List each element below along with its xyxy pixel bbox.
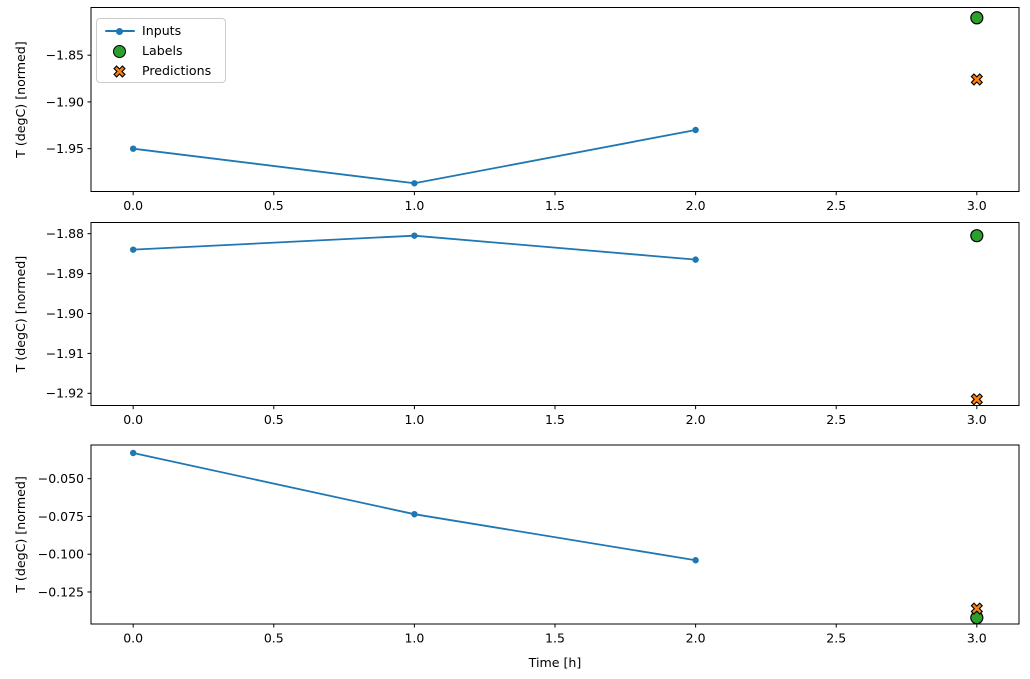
legend-item-inputs: Inputs (97, 21, 225, 41)
inputs-point-marker (129, 246, 137, 253)
y-tick-label: −1.90 (46, 306, 84, 321)
labels-marker (970, 11, 984, 25)
x-tick-label: 0.0 (123, 412, 143, 427)
axes-spines (90, 222, 1020, 407)
x-tick-label: 2.0 (686, 631, 706, 646)
y-tick-label: −0.075 (38, 509, 84, 524)
legend-label-labels: Labels (142, 43, 183, 58)
y-axis-label: T (degC) [normed] (13, 476, 28, 594)
legend: Inputs Labels Predictions (96, 18, 226, 83)
axes-spines (90, 7, 1020, 193)
x-tick-label: 0.5 (264, 198, 284, 213)
inputs-line-icon (97, 27, 142, 35)
inputs-line (133, 234, 696, 261)
y-tick-label: −1.95 (46, 141, 84, 156)
y-tick-label: −1.89 (46, 266, 84, 281)
plot-area (129, 11, 984, 187)
x-tick-label: 1.0 (404, 412, 424, 427)
legend-item-predictions: Predictions (97, 61, 225, 81)
inputs-point-marker (411, 180, 418, 187)
x-tick-label: 0.5 (264, 631, 284, 646)
y-tick-label: −1.91 (46, 346, 84, 361)
y-tick-label: −1.90 (46, 94, 84, 109)
legend-label-inputs: Inputs (142, 23, 182, 38)
y-tick-label: −0.100 (38, 547, 84, 562)
x-tick-label: 2.5 (826, 198, 846, 213)
x-tick-label: 2.0 (686, 412, 706, 427)
y-tick-label: −0.050 (38, 471, 84, 486)
legend-item-labels: Labels (97, 41, 225, 61)
axes-spines (90, 444, 1020, 625)
inputs-point-marker (129, 145, 137, 152)
x-tick-label: 0.5 (264, 412, 284, 427)
predictions-x-icon (97, 64, 142, 79)
x-tick-label: 1.0 (404, 631, 424, 646)
inputs-point-marker (692, 557, 699, 564)
subplot-1: 0.0 0.5 1.0 1.5 2.0 2.5 3.0 −1.85 −1.90 −1.95 T (d… (13, 7, 1020, 213)
inputs-point-marker (411, 510, 418, 518)
inputs-point-marker (692, 126, 699, 134)
y-axis-label: T (degC) [normed] (13, 41, 28, 159)
subplot-3: 0.0 0.5 1.0 1.5 2.0 2.5 3.0 −0.050 −0.075 −0.100 −… (13, 444, 1020, 646)
x-tick-label: 0.0 (123, 631, 143, 646)
x-tick-label: 2.5 (826, 631, 846, 646)
inputs-line (133, 129, 696, 185)
inputs-point-marker (692, 256, 699, 263)
x-tick-label: 1.0 (404, 198, 424, 213)
legend-label-predictions: Predictions (142, 63, 212, 78)
x-axis-label: Time [h] (528, 655, 582, 670)
predictions-marker (970, 393, 984, 406)
x-tick-label: 1.5 (545, 412, 565, 427)
y-tick-label: −1.85 (46, 48, 84, 63)
subplot-2: 0.0 0.5 1.0 1.5 2.0 2.5 3.0 −1.88 −1.89 −1.90 −1.9… (13, 222, 1020, 427)
inputs-point-marker (129, 449, 137, 457)
x-tick-label: 3.0 (967, 412, 987, 427)
y-tick-label: −0.125 (38, 584, 84, 599)
x-tick-label: 3.0 (967, 631, 987, 646)
plot-area (129, 449, 984, 625)
x-tick-label: 1.5 (545, 631, 565, 646)
y-tick-label: −1.88 (46, 226, 84, 241)
predictions-marker (970, 602, 984, 615)
x-tick-label: 1.5 (545, 198, 565, 213)
x-marker-glyph (113, 64, 126, 78)
y-tick-label: −1.92 (46, 386, 84, 401)
x-tick-label: 2.5 (826, 412, 846, 427)
inputs-point-marker (411, 232, 418, 239)
x-tick-label: 0.0 (123, 198, 143, 213)
labels-marker (970, 229, 984, 243)
inputs-line (132, 452, 696, 562)
plot-area (129, 229, 984, 406)
labels-circle-icon (97, 44, 142, 58)
x-tick-label: 3.0 (967, 198, 987, 213)
y-axis-label: T (degC) [normed] (13, 256, 28, 374)
predictions-marker (970, 73, 984, 86)
x-tick-label: 2.0 (686, 198, 706, 213)
